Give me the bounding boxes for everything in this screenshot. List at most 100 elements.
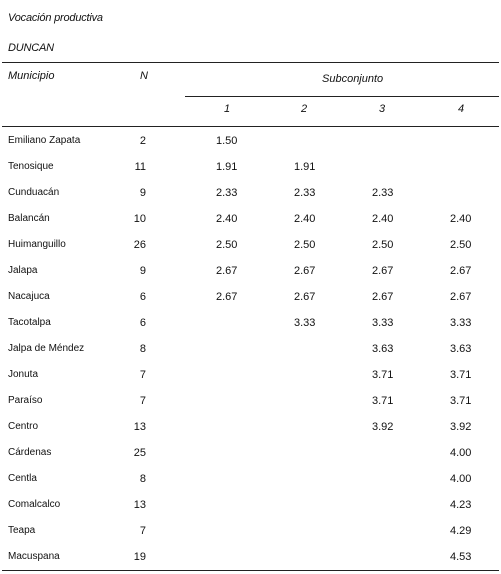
cell-municipio: Cárdenas <box>8 447 52 458</box>
cell-subconjunto-4: 3.71 <box>450 395 472 407</box>
cell-n: 13 <box>133 499 146 511</box>
cell-subconjunto-2: 2.33 <box>294 187 316 199</box>
cell-n: 2 <box>139 135 146 147</box>
table-row: Centro 13 3.92 3.92 <box>0 414 501 440</box>
column-header-sub-3: 3 <box>378 103 386 115</box>
cell-subconjunto-3: 2.40 <box>372 213 394 225</box>
cell-municipio: Centro <box>8 421 39 432</box>
cell-municipio: Tacotalpa <box>8 317 51 328</box>
cell-subconjunto-3: 2.33 <box>372 187 394 199</box>
top-rule <box>2 62 499 63</box>
table-row: Jalpa de Méndez 8 3.63 3.63 <box>0 336 501 362</box>
table-row: Cunduacán 9 2.33 2.33 2.33 <box>0 180 501 206</box>
cell-municipio: Tenosique <box>8 161 54 172</box>
cell-subconjunto-2: 2.67 <box>294 265 316 277</box>
cell-subconjunto-1: 1.50 <box>216 135 238 147</box>
table-row: Jalapa 9 2.67 2.67 2.67 2.67 <box>0 258 501 284</box>
bottom-rule <box>2 570 499 571</box>
cell-municipio: Comalcalco <box>8 499 61 510</box>
column-header-sub-4: 4 <box>457 103 465 115</box>
cell-municipio: Macuspana <box>8 551 60 562</box>
table-row: Centla 8 4.00 <box>0 466 501 492</box>
cell-subconjunto-2: 2.50 <box>294 239 316 251</box>
cell-municipio: Emiliano Zapata <box>8 135 81 146</box>
cell-n: 7 <box>139 395 146 407</box>
table-row: Tacotalpa 6 3.33 3.33 3.33 <box>0 310 501 336</box>
cell-n: 9 <box>139 265 146 277</box>
cell-municipio: Teapa <box>8 525 36 536</box>
table-row: Paraíso 7 3.71 3.71 <box>0 388 501 414</box>
cell-subconjunto-1: 2.50 <box>216 239 238 251</box>
cell-subconjunto-1: 2.33 <box>216 187 238 199</box>
cell-subconjunto-3: 2.67 <box>372 291 394 303</box>
table-subtitle: DUNCAN <box>8 42 54 54</box>
cell-n: 6 <box>139 291 146 303</box>
cell-subconjunto-4: 2.50 <box>450 239 472 251</box>
cell-subconjunto-3: 3.71 <box>372 369 394 381</box>
cell-n: 9 <box>139 187 146 199</box>
cell-n: 10 <box>133 213 146 225</box>
cell-subconjunto-1: 1.91 <box>216 161 238 173</box>
cell-subconjunto-1: 2.40 <box>216 213 238 225</box>
cell-subconjunto-2: 1.91 <box>294 161 316 173</box>
table-row: Comalcalco 13 4.23 <box>0 492 501 518</box>
cell-subconjunto-3: 3.63 <box>372 343 394 355</box>
cell-subconjunto-1: 2.67 <box>216 265 238 277</box>
column-header-subconjunto: Subconjunto <box>322 73 384 85</box>
table-row: Huimanguillo 26 2.50 2.50 2.50 2.50 <box>0 232 501 258</box>
cell-municipio: Jonuta <box>8 369 39 380</box>
column-header-municipio: Municipio <box>8 70 55 82</box>
cell-subconjunto-4: 3.71 <box>450 369 472 381</box>
cell-subconjunto-4: 4.00 <box>450 447 472 459</box>
cell-subconjunto-4: 4.00 <box>450 473 472 485</box>
cell-municipio: Centla <box>8 473 37 484</box>
cell-subconjunto-2: 2.67 <box>294 291 316 303</box>
cell-subconjunto-3: 2.50 <box>372 239 394 251</box>
cell-subconjunto-4: 4.29 <box>450 525 472 537</box>
table-row: Teapa 7 4.29 <box>0 518 501 544</box>
cell-municipio: Balancán <box>8 213 50 224</box>
cell-subconjunto-4: 4.53 <box>450 551 472 563</box>
cell-municipio: Jalapa <box>8 265 38 276</box>
table-row: Cárdenas 25 4.00 <box>0 440 501 466</box>
cell-n: 26 <box>133 239 146 251</box>
cell-municipio: Jalpa de Méndez <box>8 343 85 354</box>
cell-subconjunto-3: 3.92 <box>372 421 394 433</box>
cell-municipio: Nacajuca <box>8 291 50 302</box>
cell-n: 19 <box>133 551 146 563</box>
column-header-sub-2: 2 <box>300 103 308 115</box>
cell-n: 7 <box>139 525 146 537</box>
cell-municipio: Huimanguillo <box>8 239 66 250</box>
cell-subconjunto-4: 4.23 <box>450 499 472 511</box>
table-row: Nacajuca 6 2.67 2.67 2.67 2.67 <box>0 284 501 310</box>
cell-n: 13 <box>133 421 146 433</box>
subheader-rule <box>185 96 499 97</box>
cell-n: 6 <box>139 317 146 329</box>
cell-n: 8 <box>139 473 146 485</box>
cell-subconjunto-3: 3.33 <box>372 317 394 329</box>
cell-subconjunto-4: 2.67 <box>450 265 472 277</box>
cell-n: 8 <box>139 343 146 355</box>
table-row: Macuspana 19 4.53 <box>0 544 501 570</box>
cell-municipio: Cunduacán <box>8 187 60 198</box>
cell-subconjunto-4: 3.92 <box>450 421 472 433</box>
column-header-n: N <box>140 70 148 82</box>
cell-subconjunto-4: 3.33 <box>450 317 472 329</box>
cell-subconjunto-2: 2.40 <box>294 213 316 225</box>
table-title: Vocación productiva <box>8 12 103 24</box>
cell-subconjunto-4: 2.67 <box>450 291 472 303</box>
table-row: Tenosique 11 1.91 1.91 <box>0 154 501 180</box>
column-header-sub-1: 1 <box>223 103 231 115</box>
cell-n: 7 <box>139 369 146 381</box>
cell-subconjunto-4: 3.63 <box>450 343 472 355</box>
header-rule <box>2 126 499 127</box>
cell-subconjunto-3: 3.71 <box>372 395 394 407</box>
cell-subconjunto-1: 2.67 <box>216 291 238 303</box>
cell-subconjunto-2: 3.33 <box>294 317 316 329</box>
cell-subconjunto-3: 2.67 <box>372 265 394 277</box>
cell-subconjunto-4: 2.40 <box>450 213 472 225</box>
table-row: Jonuta 7 3.71 3.71 <box>0 362 501 388</box>
cell-n: 25 <box>133 447 146 459</box>
cell-municipio: Paraíso <box>8 395 43 406</box>
